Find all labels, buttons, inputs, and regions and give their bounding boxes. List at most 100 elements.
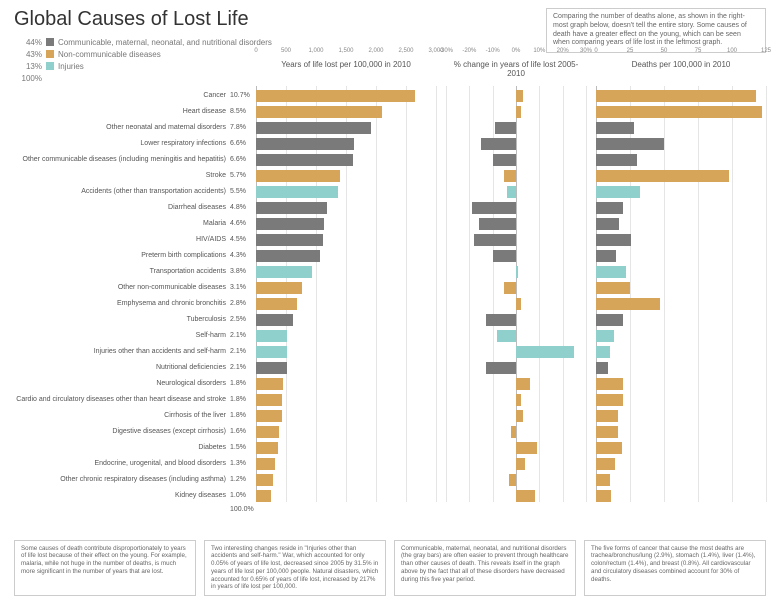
data-row: Self-harm2.1% xyxy=(14,328,766,344)
bar-change xyxy=(516,106,521,118)
bar-deaths xyxy=(596,298,660,310)
row-label: Emphysema and chronic bronchitis xyxy=(117,296,226,312)
axis-tick: 1,500 xyxy=(338,48,353,54)
bar-yll xyxy=(256,218,324,230)
row-label: Other chronic respiratory diseases (incl… xyxy=(60,472,226,488)
bar-yll xyxy=(256,122,371,134)
row-label: Kidney diseases xyxy=(175,488,226,504)
row-pct: 2.8% xyxy=(230,296,246,312)
bar-change xyxy=(481,138,516,150)
data-row: Diarrheal diseases4.8% xyxy=(14,200,766,216)
bar-yll xyxy=(256,138,354,150)
bar-yll xyxy=(256,458,275,470)
bar-deaths xyxy=(596,170,729,182)
axis-tick: -30% xyxy=(439,48,453,54)
row-pct: 1.6% xyxy=(230,424,246,440)
axis-tick: 2,500 xyxy=(398,48,413,54)
top-note: Comparing the number of deaths alone, as… xyxy=(546,8,766,53)
legend-label: Communicable, maternal, neonatal, and nu… xyxy=(58,38,272,47)
bar-change xyxy=(474,234,516,246)
row-pct: 1.0% xyxy=(230,488,246,504)
data-row: Accidents (other than transportation acc… xyxy=(14,184,766,200)
bar-deaths xyxy=(596,442,622,454)
rows-total: 100.0% xyxy=(230,504,254,513)
bar-deaths xyxy=(596,426,618,438)
bar-change xyxy=(504,282,516,294)
row-label: Lower respiratory infections xyxy=(140,136,226,152)
row-label: Preterm birth complications xyxy=(141,248,226,264)
footnote: The five forms of cancer that cause the … xyxy=(584,540,766,597)
data-row: Other communicable diseases (including m… xyxy=(14,152,766,168)
row-pct: 8.5% xyxy=(230,104,246,120)
bar-change xyxy=(516,346,574,358)
row-label: Stroke xyxy=(206,168,226,184)
bar-yll xyxy=(256,250,320,262)
row-label: Cirrhosis of the liver xyxy=(164,408,226,424)
row-label: Other communicable diseases (including m… xyxy=(23,152,227,168)
bar-yll xyxy=(256,362,287,374)
axis-tick: 20% xyxy=(557,48,569,54)
bar-deaths xyxy=(596,218,619,230)
row-pct: 5.5% xyxy=(230,184,246,200)
row-pct: 4.8% xyxy=(230,200,246,216)
bar-deaths xyxy=(596,410,618,422)
row-pct: 3.1% xyxy=(230,280,246,296)
axis-tick: 0 xyxy=(594,48,597,54)
bar-yll xyxy=(256,106,382,118)
bar-yll xyxy=(256,202,327,214)
data-row: Preterm birth complications4.3% xyxy=(14,248,766,264)
data-row: Neurological disorders1.8% xyxy=(14,376,766,392)
legend-pct: 43% xyxy=(14,50,42,59)
row-pct: 2.1% xyxy=(230,360,246,376)
row-pct: 5.7% xyxy=(230,168,246,184)
bar-yll xyxy=(256,266,312,278)
row-pct: 2.1% xyxy=(230,344,246,360)
axis-tick: 1,000 xyxy=(308,48,323,54)
column-title-death: Deaths per 100,000 in 2010 xyxy=(596,60,766,69)
bar-change xyxy=(479,218,516,230)
data-row: Nutritional deficiencies2.1% xyxy=(14,360,766,376)
data-row: Stroke5.7% xyxy=(14,168,766,184)
axis-tick: 2,000 xyxy=(368,48,383,54)
data-row: Malaria4.6% xyxy=(14,216,766,232)
bar-yll xyxy=(256,378,283,390)
row-pct: 1.3% xyxy=(230,456,246,472)
bar-yll xyxy=(256,490,271,502)
legend-label: Non-communicable diseases xyxy=(58,50,161,59)
row-pct: 7.8% xyxy=(230,120,246,136)
row-pct: 1.8% xyxy=(230,376,246,392)
row-label: Endocrine, urogenital, and blood disorde… xyxy=(94,456,226,472)
data-row: Kidney diseases1.0% xyxy=(14,488,766,504)
row-pct: 1.8% xyxy=(230,392,246,408)
bar-yll xyxy=(256,314,293,326)
gridline xyxy=(766,86,767,502)
bar-change xyxy=(516,266,518,278)
bar-yll xyxy=(256,330,287,342)
axis-tick: 500 xyxy=(281,48,291,54)
bar-change xyxy=(495,122,516,134)
row-pct: 4.5% xyxy=(230,232,246,248)
bar-yll xyxy=(256,298,297,310)
bar-yll xyxy=(256,346,287,358)
row-label: Self-harm xyxy=(196,328,226,344)
bar-yll xyxy=(256,394,282,406)
axis-tick: -10% xyxy=(486,48,500,54)
row-pct: 3.8% xyxy=(230,264,246,280)
footnote: Communicable, maternal, neonatal, and nu… xyxy=(394,540,576,597)
axis-tick: 25 xyxy=(627,48,634,54)
bar-yll xyxy=(256,282,302,294)
bar-change xyxy=(504,170,516,182)
footnotes: Some causes of death contribute dispropo… xyxy=(14,540,766,597)
bar-yll xyxy=(256,442,278,454)
bar-change xyxy=(516,442,537,454)
bar-deaths xyxy=(596,474,610,486)
bar-change xyxy=(507,186,516,198)
bar-change xyxy=(486,362,516,374)
data-row: Cancer10.7% xyxy=(14,88,766,104)
axis-tick: 0 xyxy=(254,48,257,54)
data-row: Other chronic respiratory diseases (incl… xyxy=(14,472,766,488)
data-row: Injuries other than accidents and self-h… xyxy=(14,344,766,360)
row-label: Diarrheal diseases xyxy=(168,200,226,216)
bar-deaths xyxy=(596,458,615,470)
data-row: Other non-communicable diseases3.1% xyxy=(14,280,766,296)
